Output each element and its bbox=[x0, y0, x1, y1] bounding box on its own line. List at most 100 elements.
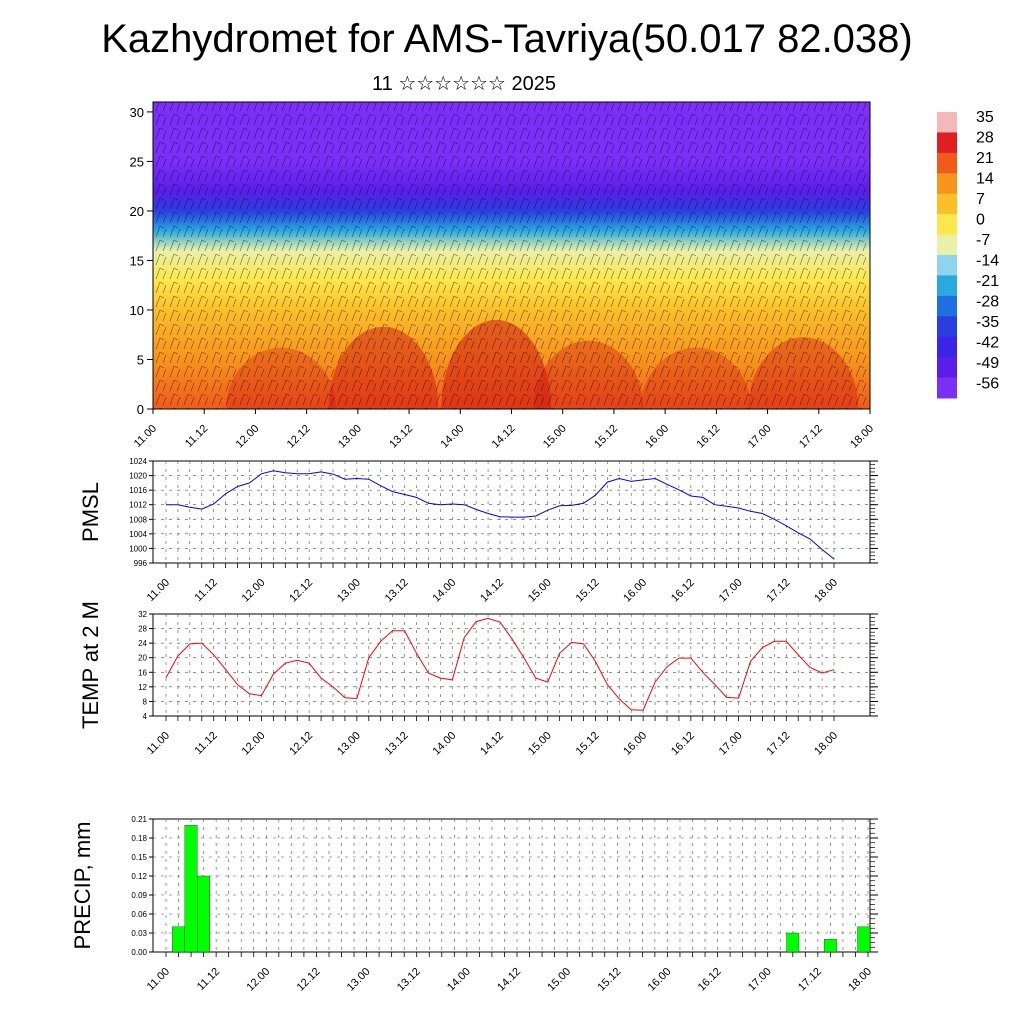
x-tick-label: 16.12 bbox=[696, 966, 724, 994]
y-tick-label: 24 bbox=[138, 639, 147, 648]
colorbar-label: -7 bbox=[976, 232, 990, 249]
colorbar-label: 35 bbox=[976, 109, 994, 126]
heatmap-x-tick-label: 12.12 bbox=[285, 423, 313, 451]
x-tick-label: 12.00 bbox=[240, 577, 268, 605]
x-tick-label: 15.12 bbox=[595, 966, 623, 994]
precip-bar bbox=[823, 939, 837, 953]
heatmap-x-tick-label: 11.12 bbox=[183, 423, 210, 450]
precip-bar bbox=[786, 932, 800, 953]
heatmap-x-tick-label: 16.12 bbox=[695, 423, 723, 451]
colorbar-label: 0 bbox=[976, 212, 985, 229]
x-tick-label: 16.12 bbox=[669, 577, 697, 605]
y-tick-label: 1008 bbox=[129, 515, 147, 524]
x-tick-label: 11.12 bbox=[192, 577, 219, 604]
x-tick-label: 18.00 bbox=[846, 966, 874, 994]
y-tick-label: 0.15 bbox=[131, 853, 147, 862]
y-tick-label: 16 bbox=[138, 668, 147, 677]
y-tick-label: 0.06 bbox=[131, 910, 147, 919]
pmsl-line bbox=[166, 470, 835, 560]
panel-frame bbox=[152, 818, 871, 953]
heatmap-x-tick-label: 12.00 bbox=[234, 423, 262, 451]
colorbar-swatch bbox=[937, 377, 957, 399]
colorbar-label: -56 bbox=[976, 376, 999, 393]
y-tick-label: 0.09 bbox=[131, 891, 147, 900]
colorbar-swatch bbox=[937, 173, 957, 195]
y-tick-label: 1012 bbox=[129, 501, 147, 510]
heatmap-x-tick-label: 17.12 bbox=[797, 423, 825, 451]
heatmap-x-tick-label: 16.00 bbox=[643, 423, 671, 451]
x-tick-label: 13.12 bbox=[383, 730, 411, 758]
y-axis-label: TEMP at 2 M bbox=[78, 601, 103, 729]
x-tick-label: 15.12 bbox=[574, 730, 602, 758]
y-tick-label: 1016 bbox=[129, 486, 147, 495]
y-tick-label: 0.03 bbox=[131, 929, 147, 938]
x-tick-label: 18.00 bbox=[812, 730, 840, 758]
x-tick-label: 12.00 bbox=[244, 966, 272, 994]
heatmap-y-tick-label: 0 bbox=[137, 402, 144, 417]
heatmap-x-tick-label: 14.12 bbox=[490, 423, 518, 451]
x-tick-label: 14.00 bbox=[430, 730, 458, 758]
x-tick-label: 13.00 bbox=[335, 577, 363, 605]
heatmap-x-axis: 11.00 11.12 12.00 12.12 13.00 13.12 14.00 14.12… bbox=[132, 409, 876, 451]
y-tick-label: 1024 bbox=[129, 457, 147, 466]
precip-bar bbox=[197, 875, 210, 953]
x-tick-label: 11.12 bbox=[195, 966, 222, 993]
x-tick-label: 13.00 bbox=[345, 966, 373, 994]
colorbar-label: -21 bbox=[976, 273, 999, 290]
y-tick-label: 8 bbox=[143, 697, 148, 706]
x-tick-label: 15.00 bbox=[526, 577, 554, 605]
colorbar-swatch bbox=[937, 152, 957, 174]
x-tick-label: 17.12 bbox=[764, 577, 792, 605]
x-tick-label: 17.00 bbox=[746, 966, 774, 994]
y-tick-label: 28 bbox=[138, 625, 147, 634]
wind-barbs bbox=[153, 102, 870, 409]
y-tick-label: 0.00 bbox=[131, 948, 147, 957]
heatmap-y-tick-label: 15 bbox=[130, 253, 144, 268]
colorbar-swatches bbox=[937, 112, 957, 399]
heatmap-x-tick-label: 18.00 bbox=[848, 423, 876, 451]
heatmap-y-tick-label: 30 bbox=[130, 105, 144, 120]
colorbar-label: 28 bbox=[976, 130, 994, 147]
heatmap-y-tick-label: 25 bbox=[130, 154, 144, 169]
y-axis-label: PRECIP, mm bbox=[70, 822, 95, 950]
colorbar-swatch bbox=[937, 112, 957, 133]
heatmap-y-tick-label: 5 bbox=[137, 352, 144, 367]
x-tick-label: 13.12 bbox=[395, 966, 423, 994]
x-tick-label: 17.00 bbox=[717, 577, 745, 605]
x-tick-label: 14.12 bbox=[478, 577, 506, 605]
precip-bar bbox=[184, 825, 198, 953]
x-tick-label: 14.00 bbox=[430, 577, 458, 605]
y-tick-label: 0.12 bbox=[131, 872, 147, 881]
y-tick-label: 20 bbox=[138, 654, 147, 663]
x-tick-label: 12.12 bbox=[295, 966, 323, 994]
x-tick-label: 15.00 bbox=[545, 966, 573, 994]
x-tick-label: 11.12 bbox=[192, 730, 219, 757]
temperature-panel: 4 8 12 16 20 24 28 32 11.00 11.12 12.00 12.12 13.00 1… bbox=[78, 601, 878, 758]
x-tick-label: 17.12 bbox=[796, 966, 824, 994]
y-tick-label: 1020 bbox=[129, 472, 147, 481]
x-tick-label: 11.00 bbox=[145, 730, 172, 757]
colorbar-label: 21 bbox=[976, 150, 994, 167]
colorbar-swatch bbox=[937, 357, 957, 379]
x-tick-label: 14.12 bbox=[495, 966, 523, 994]
x-tick-label: 17.00 bbox=[717, 730, 745, 758]
colorbar-swatch bbox=[937, 193, 957, 215]
x-tick-label: 11.00 bbox=[145, 577, 172, 604]
y-tick-label: 32 bbox=[138, 610, 147, 619]
heatmap-y-axis: 0 5 10 15 20 25 30 bbox=[130, 105, 153, 417]
colorbar-swatch bbox=[937, 214, 957, 236]
x-tick-label: 12.00 bbox=[240, 730, 268, 758]
heatmap-panel: 0 5 10 15 20 25 30 11.00 11.12 12.00 12.12 13.00 13… bbox=[130, 101, 876, 451]
x-tick-label: 14.12 bbox=[478, 730, 506, 758]
colorbar-label: -14 bbox=[976, 253, 999, 270]
y-tick-label: 1000 bbox=[129, 544, 147, 553]
colorbar: 35 28 21 14 7 0 -7 -14 -21 -28 -35 -42 -49 -56 bbox=[937, 109, 999, 399]
colorbar-label: -42 bbox=[976, 335, 999, 352]
x-tick-label: 18.00 bbox=[812, 577, 840, 605]
pmsl-panel: 996 1000 1004 1008 1012 1016 1020 1024 11.00 11.1… bbox=[78, 457, 878, 605]
heatmap-x-tick-label: 14.00 bbox=[438, 423, 466, 451]
x-tick-label: 11.00 bbox=[145, 966, 172, 993]
colorbar-labels: 35 28 21 14 7 0 -7 -14 -21 -28 -35 -42 -49 -56 bbox=[976, 109, 999, 393]
x-tick-label: 16.00 bbox=[646, 966, 674, 994]
